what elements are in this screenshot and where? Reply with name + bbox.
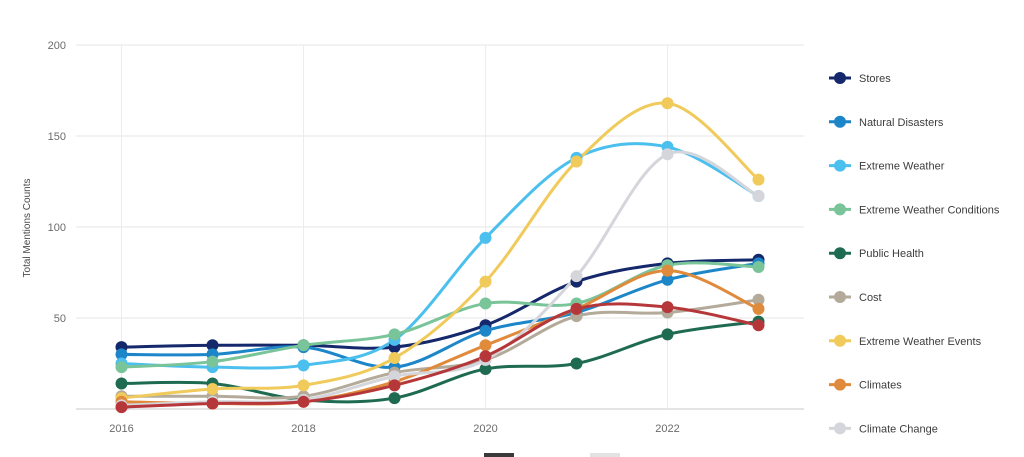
legend-label: Extreme Weather: [859, 161, 945, 173]
data-point-series-9[interactable]: [388, 379, 401, 392]
data-point-climates[interactable]: [661, 264, 674, 277]
series-line-stores: [120, 258, 760, 350]
data-point-extreme-weather-events[interactable]: [206, 382, 219, 395]
data-point-public-health[interactable]: [570, 357, 583, 370]
data-point-series-9[interactable]: [115, 401, 128, 414]
y-tick-label: 100: [48, 222, 66, 234]
legend-item-natural-disasters[interactable]: Natural Disasters: [829, 115, 944, 129]
legend-label: Cost: [859, 292, 882, 304]
series-line-series-9: [120, 302, 760, 409]
scroll-indicator-dark[interactable]: [484, 453, 514, 457]
legend-item-extreme-weather-conditions[interactable]: Extreme Weather Conditions: [829, 203, 1000, 216]
series-line-climate-change: [120, 150, 760, 407]
data-point-climate-change[interactable]: [570, 270, 583, 283]
legend-label: Public Health: [859, 248, 924, 260]
series-line-extreme-weather: [120, 142, 760, 370]
scroll-indicator-light[interactable]: [590, 453, 620, 457]
series-points: [115, 97, 765, 414]
legend-swatch-dot: [834, 422, 846, 435]
legend-label: Natural Disasters: [859, 117, 944, 129]
data-point-public-health[interactable]: [661, 328, 674, 341]
legend-label: Extreme Weather Events: [859, 336, 982, 348]
legend-swatch-dot: [834, 115, 846, 128]
gridlines: [76, 44, 804, 410]
series-line-cost: [120, 298, 760, 400]
y-axis-ticks: 50 100 150 200: [48, 40, 66, 325]
legend-swatch-dot: [834, 72, 846, 84]
data-point-natural-disasters[interactable]: [115, 348, 128, 361]
legend-swatch-dot: [834, 159, 846, 172]
legend-label: Extreme Weather Conditions: [859, 204, 1000, 216]
legend: Stores Natural Disasters Extreme Weather Ex…: [829, 72, 1000, 435]
x-tick-label: 2018: [291, 423, 315, 435]
data-point-climate-change[interactable]: [752, 190, 765, 203]
data-point-extreme-weather-conditions[interactable]: [479, 297, 492, 310]
data-point-extreme-weather-events[interactable]: [388, 352, 401, 365]
series-line-natural-disasters: [120, 261, 760, 369]
legend-item-extreme-weather[interactable]: Extreme Weather: [829, 159, 945, 173]
data-point-stores[interactable]: [206, 339, 219, 352]
legend-item-climates[interactable]: Climates: [829, 378, 902, 392]
data-point-series-9[interactable]: [570, 302, 583, 315]
data-point-extreme-weather[interactable]: [297, 359, 310, 372]
legend-item-climate-change[interactable]: Climate Change: [829, 422, 938, 435]
y-tick-label: 50: [54, 313, 66, 325]
legend-swatch-dot: [834, 247, 846, 260]
data-point-series-9[interactable]: [752, 319, 765, 332]
x-tick-label: 2022: [655, 423, 679, 435]
data-point-extreme-weather-conditions[interactable]: [297, 339, 310, 352]
x-tick-label: 2016: [109, 423, 133, 435]
data-point-extreme-weather-events[interactable]: [479, 275, 492, 288]
series-line-public-health: [120, 320, 760, 404]
data-point-extreme-weather-conditions[interactable]: [115, 361, 128, 374]
legend-item-cost[interactable]: Cost: [829, 291, 882, 304]
legend-swatch-dot: [834, 334, 846, 347]
legend-swatch-dot: [834, 203, 846, 216]
data-point-climates[interactable]: [479, 339, 492, 352]
legend-item-public-health[interactable]: Public Health: [829, 247, 924, 260]
y-tick-label: 200: [48, 40, 66, 52]
data-point-cost[interactable]: [752, 293, 765, 306]
x-axis-ticks: 2016 2018 2020 2022: [109, 423, 679, 435]
legend-swatch-dot: [834, 291, 846, 303]
data-point-extreme-weather-conditions[interactable]: [388, 328, 401, 341]
data-point-climate-change[interactable]: [661, 148, 674, 161]
data-point-extreme-weather-conditions[interactable]: [206, 355, 219, 368]
legend-swatch-dot: [834, 378, 846, 391]
data-point-extreme-weather-events[interactable]: [570, 155, 583, 168]
data-point-climate-change[interactable]: [388, 370, 401, 383]
data-point-extreme-weather-events[interactable]: [297, 379, 310, 392]
data-point-natural-disasters[interactable]: [479, 324, 492, 337]
legend-label: Climate Change: [859, 423, 938, 435]
y-axis-title: Total Mentions Counts: [22, 179, 33, 278]
data-point-extreme-weather-events[interactable]: [661, 97, 674, 110]
data-point-series-9[interactable]: [661, 301, 674, 314]
x-tick-label: 2020: [473, 423, 497, 435]
legend-item-extreme-weather-events[interactable]: Extreme Weather Events: [829, 334, 982, 348]
legend-label: Climates: [859, 380, 902, 392]
legend-label: Stores: [859, 73, 891, 85]
data-point-extreme-weather[interactable]: [479, 231, 492, 244]
data-point-series-9[interactable]: [206, 397, 219, 410]
series-lines: [120, 101, 760, 409]
y-tick-label: 150: [48, 131, 66, 143]
data-point-extreme-weather-events[interactable]: [752, 173, 765, 186]
data-point-natural-disasters[interactable]: [661, 273, 674, 286]
data-point-public-health[interactable]: [479, 362, 492, 375]
series-line-extreme-weather-conditions: [120, 261, 760, 369]
data-point-climates[interactable]: [752, 302, 765, 315]
legend-item-stores[interactable]: Stores: [829, 72, 891, 85]
data-point-series-9[interactable]: [297, 395, 310, 408]
data-point-public-health[interactable]: [115, 377, 128, 390]
data-point-extreme-weather-conditions[interactable]: [752, 261, 765, 274]
data-point-public-health[interactable]: [388, 392, 401, 405]
data-point-series-9[interactable]: [479, 350, 492, 363]
